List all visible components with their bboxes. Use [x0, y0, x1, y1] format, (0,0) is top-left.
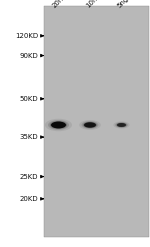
- Text: 35KD: 35KD: [20, 134, 38, 140]
- Ellipse shape: [116, 123, 127, 127]
- Ellipse shape: [45, 119, 72, 131]
- Ellipse shape: [113, 122, 130, 128]
- Text: 5ng: 5ng: [116, 0, 130, 9]
- Text: 25KD: 25KD: [20, 174, 38, 180]
- Ellipse shape: [50, 121, 67, 129]
- Text: 50KD: 50KD: [20, 96, 38, 102]
- Ellipse shape: [117, 123, 126, 127]
- Ellipse shape: [82, 121, 98, 129]
- Ellipse shape: [83, 122, 97, 128]
- Ellipse shape: [79, 120, 101, 130]
- Ellipse shape: [51, 122, 66, 128]
- Text: 120KD: 120KD: [15, 33, 38, 39]
- Text: 20ng: 20ng: [52, 0, 69, 9]
- Bar: [44, 6, 149, 237]
- Text: 90KD: 90KD: [20, 53, 38, 59]
- Text: 20KD: 20KD: [20, 196, 38, 202]
- Ellipse shape: [115, 122, 128, 128]
- Ellipse shape: [48, 120, 69, 130]
- Ellipse shape: [84, 122, 96, 128]
- Text: 10ng: 10ng: [85, 0, 102, 9]
